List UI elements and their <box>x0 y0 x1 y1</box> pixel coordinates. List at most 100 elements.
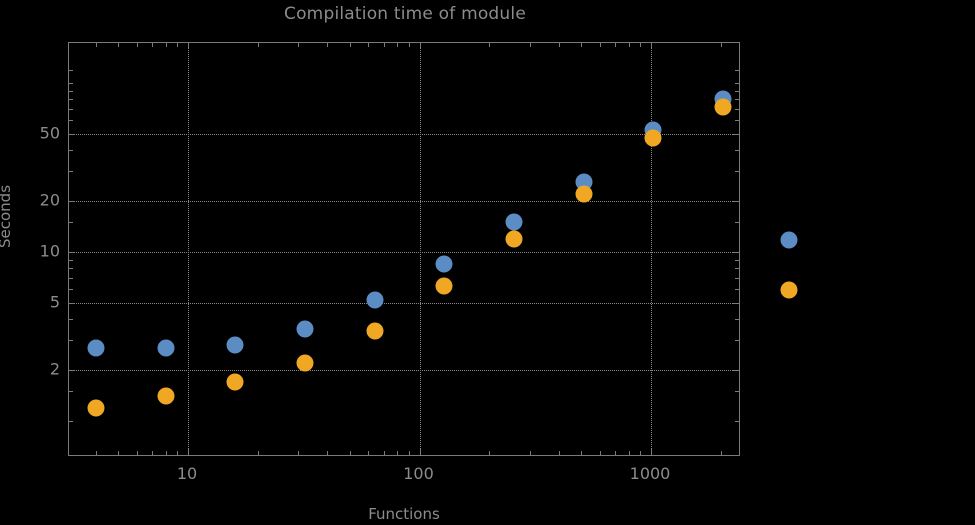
x-tick-major <box>188 449 189 455</box>
y-tick-minor-right <box>735 278 739 280</box>
y-tick-label: 50 <box>39 123 60 143</box>
x-tick-minor <box>628 451 630 455</box>
y-tick-minor-right <box>735 391 739 393</box>
y-tick-minor <box>69 289 73 291</box>
data-point <box>714 98 732 116</box>
y-tick-minor-right <box>735 222 739 224</box>
data-point <box>505 213 523 231</box>
y-tick-minor-right <box>735 268 739 270</box>
data-point <box>644 129 662 147</box>
data-point <box>296 320 314 338</box>
y-tick-minor <box>69 171 73 173</box>
gridline-y-10 <box>69 252 739 253</box>
y-tick-minor-right <box>735 69 739 71</box>
gridline-y-2 <box>69 370 739 372</box>
y-tick-major-right <box>733 370 739 372</box>
y-tick-minor-right <box>735 109 739 111</box>
x-tick-label: 100 <box>403 464 434 483</box>
y-tick-major <box>69 133 75 135</box>
x-tick-minor <box>118 451 120 455</box>
y-tick-minor-right <box>735 340 739 342</box>
y-tick-minor-right <box>735 319 739 321</box>
data-point-outside <box>780 281 798 299</box>
x-tick-major-top <box>188 43 189 49</box>
x-tick-major <box>419 449 421 455</box>
gridline-y-20 <box>69 201 739 203</box>
x-tick-minor <box>177 451 179 455</box>
x-tick-minor-top <box>136 43 138 47</box>
y-tick-minor-right <box>735 421 739 422</box>
x-tick-minor-top <box>529 43 531 47</box>
x-tick-minor <box>165 451 167 455</box>
y-tick-minor-right <box>735 90 739 92</box>
data-point <box>366 322 384 340</box>
x-tick-minor <box>257 451 259 455</box>
y-tick-minor <box>69 69 73 71</box>
y-tick-minor <box>69 222 73 224</box>
x-tick-minor-top <box>615 43 617 47</box>
x-tick-minor <box>558 451 560 455</box>
y-tick-minor <box>69 99 73 101</box>
y-tick-minor-right <box>735 289 739 291</box>
y-tick-label: 2 <box>49 359 60 379</box>
x-tick-minor <box>408 451 410 455</box>
y-tick-minor <box>69 90 73 92</box>
x-tick-major-top <box>651 43 652 49</box>
x-tick-minor-top <box>640 43 642 47</box>
x-tick-minor-top <box>349 43 351 47</box>
y-tick-major-right <box>733 133 739 135</box>
x-tick-minor-top <box>177 43 179 47</box>
x-tick-minor-top <box>558 43 560 47</box>
gridline-x-10 <box>188 43 189 455</box>
x-tick-label: 10 <box>176 464 198 483</box>
x-tick-minor <box>615 451 617 455</box>
x-tick-minor-top <box>257 43 259 47</box>
x-tick-minor-top <box>397 43 399 47</box>
data-point <box>296 354 314 372</box>
y-axis-label: Seconds <box>0 184 14 248</box>
data-point <box>226 373 244 391</box>
x-tick-minor <box>298 451 300 455</box>
x-tick-minor <box>136 451 138 455</box>
x-tick-minor-top <box>298 43 300 47</box>
x-tick-minor <box>720 451 722 455</box>
data-point <box>226 336 244 354</box>
y-tick-minor-right <box>735 83 739 84</box>
y-tick-minor-right <box>735 171 739 173</box>
x-tick-minor-top <box>152 43 154 47</box>
y-tick-major-right <box>733 252 739 253</box>
y-tick-minor-right <box>735 99 739 101</box>
gridline-x-1000 <box>651 43 652 455</box>
page-title: Compilation time of module <box>284 4 526 24</box>
x-tick-minor <box>581 451 583 455</box>
x-axis-label: Functions <box>368 505 440 523</box>
y-tick-minor <box>69 268 73 270</box>
data-point <box>87 399 105 417</box>
x-tick-minor-top <box>95 43 97 47</box>
y-tick-minor-right <box>735 150 739 152</box>
x-tick-minor <box>327 451 329 455</box>
x-tick-minor <box>349 451 351 455</box>
x-tick-label: 1000 <box>629 464 671 483</box>
x-tick-minor-top <box>628 43 630 47</box>
gridline-x-100 <box>419 43 421 455</box>
data-point <box>575 185 593 203</box>
y-tick-minor <box>69 421 73 422</box>
y-tick-minor <box>69 319 73 321</box>
y-tick-minor <box>69 83 73 84</box>
y-tick-minor <box>69 278 73 280</box>
data-point <box>157 387 175 405</box>
y-tick-minor <box>69 340 73 342</box>
data-point-outside <box>780 231 798 249</box>
y-tick-minor <box>69 109 73 111</box>
x-tick-minor-top <box>489 43 491 47</box>
x-tick-minor-top <box>118 43 120 47</box>
y-tick-minor-right <box>735 120 739 122</box>
x-tick-minor <box>640 451 642 455</box>
y-tick-minor <box>69 391 73 393</box>
x-tick-minor <box>95 451 97 455</box>
y-tick-minor <box>69 120 73 122</box>
x-tick-minor-top <box>368 43 370 47</box>
x-tick-minor <box>599 451 601 455</box>
y-tick-major-right <box>733 302 739 304</box>
